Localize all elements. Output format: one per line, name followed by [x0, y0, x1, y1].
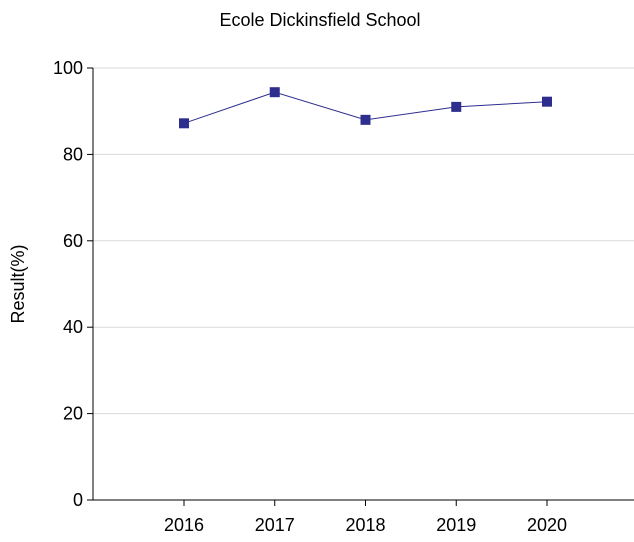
data-point-marker: [269, 87, 280, 98]
x-tick-label: 2019: [436, 515, 476, 535]
data-point-marker: [179, 118, 189, 129]
tick-labels: 0 20 40 60 80 100 2016 2017 2018 2019 2020: [53, 58, 567, 535]
x-tick-label: 2016: [164, 515, 204, 535]
y-tick-label: 100: [53, 58, 83, 78]
series-layer: [179, 87, 552, 129]
x-tick-label: 2020: [527, 515, 567, 535]
gridlines: [93, 67, 634, 415]
x-tick-label: 2017: [255, 515, 295, 535]
data-point-marker: [542, 96, 552, 107]
y-tick-label: 80: [63, 144, 83, 164]
axes: [87, 67, 634, 506]
x-tick-label: 2018: [345, 515, 385, 535]
y-axis-label: Result(%): [8, 244, 28, 323]
y-tick-label: 60: [63, 231, 83, 251]
y-tick-label: 0: [73, 490, 83, 510]
y-tick-label: 20: [63, 404, 83, 424]
chart-title: Ecole Dickinsfield School: [219, 10, 420, 30]
data-point-marker: [451, 101, 462, 112]
data-point-marker: [360, 114, 371, 125]
y-tick-label: 40: [63, 317, 83, 337]
